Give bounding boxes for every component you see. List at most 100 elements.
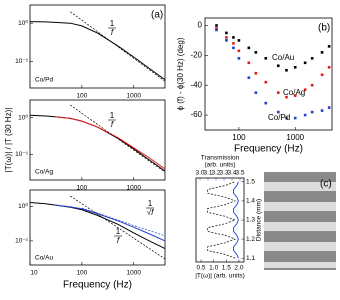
x-tick-label: 1.0 [209,265,218,272]
x-tick-label: 1000 [127,185,142,192]
y-tick-label: 10⁻¹ [15,58,29,65]
x2-axis-label: Transmission [201,155,240,162]
point [320,109,324,112]
x-axis-label: |T(ω)| (arb. units) [195,273,245,280]
curve [70,104,165,173]
y-tick-label: -40 [190,80,202,89]
point [264,57,268,60]
x-tick-label: 1000 [127,93,142,100]
y-axis-label: Distance (mm) [256,199,263,241]
point [264,101,268,105]
point [264,80,268,84]
x2-axis-label: (arb. units) [204,162,235,169]
point [293,116,297,120]
x2-tick-label: 3.3 [219,170,228,177]
panel-label: (b) [318,23,330,34]
plot-frame [29,189,166,266]
point [310,83,314,87]
plot-frame [29,99,166,181]
sample-label: Co/Au [35,255,53,262]
curve [81,207,165,237]
y-tick-label: 1.4 [246,198,255,205]
point [293,94,297,97]
curve [30,114,165,172]
point [285,95,288,99]
plot-frame [29,4,166,89]
point [310,110,314,114]
series-label: Co/Au [272,53,294,62]
fraction-numerator: 1 [110,19,115,28]
point [276,91,280,94]
point [232,42,235,45]
y-tick-label: -60 [190,110,202,119]
y-tick-label: 1.3 [246,217,255,224]
plot-frame [195,177,245,263]
point [276,64,280,68]
y-tick-label: 1.2 [246,236,255,243]
plot-frame [204,17,333,131]
fraction-numerator: 1 [148,199,153,208]
x-tick-label: 100 [76,93,87,100]
y-tick-label: 0 [198,21,203,30]
point [247,61,251,65]
x2-tick-label: 3.5 [235,170,244,177]
point [303,113,307,117]
panel-label: (a) [151,10,163,21]
curve [54,204,165,242]
x2-tick-label: 3.2 [211,170,220,177]
fraction-denominator: f [111,28,114,37]
point [254,91,258,94]
x-tick-label: 100 [76,270,87,277]
point [225,39,228,42]
x-tick-label: 1000 [286,133,304,142]
point [232,36,235,39]
point [303,88,307,91]
point [285,116,288,120]
fraction-numerator: 1 [110,111,115,120]
point [225,31,228,35]
point [285,68,288,72]
curve [54,116,165,170]
series-label: Co/Pd [268,113,290,122]
y-tick-label: 10⁻¹ [15,238,29,245]
point [215,28,218,32]
x-tick-label: 100 [232,133,246,142]
y-tick-label: 10⁰ [18,202,28,210]
y-tick-label: 10⁰ [18,19,28,27]
point [303,61,307,65]
curve [30,202,165,250]
point [237,57,241,60]
fraction-denominator: f [111,120,114,129]
y-tick-label: 1.5 [246,179,255,186]
point [327,65,331,69]
point [215,27,218,30]
point [237,39,241,42]
x-tick-label: 10 [30,270,38,277]
x2-tick-label: 3.0 [195,170,204,177]
panel-label: (c) [320,179,332,190]
y-tick-label: 10⁰ [18,113,28,121]
point [327,45,331,48]
x-tick-label: 1.5 [222,265,231,272]
point [215,24,218,27]
curve [70,195,165,260]
x2-tick-label: 3.4 [227,170,236,177]
curve [30,21,165,81]
point [293,65,297,69]
x-axis-label: Frequency (Hz) [234,144,303,155]
y-axis-label: ϕ (f) - ϕ(30 Hz) (deg) [176,37,185,110]
point [254,51,258,54]
sample-label: Co/Pd [35,77,53,84]
x-tick-label: 100 [76,185,87,192]
fraction-denominator: f [117,236,120,245]
point [327,106,331,109]
point [237,49,241,53]
fraction-numerator: 1 [116,227,121,236]
profile-curve [233,181,239,259]
point [276,110,280,114]
point [310,57,314,60]
sample-label: Co/Ag [35,169,53,176]
x2-tick-label: 3.1 [203,170,212,177]
point [232,46,235,50]
